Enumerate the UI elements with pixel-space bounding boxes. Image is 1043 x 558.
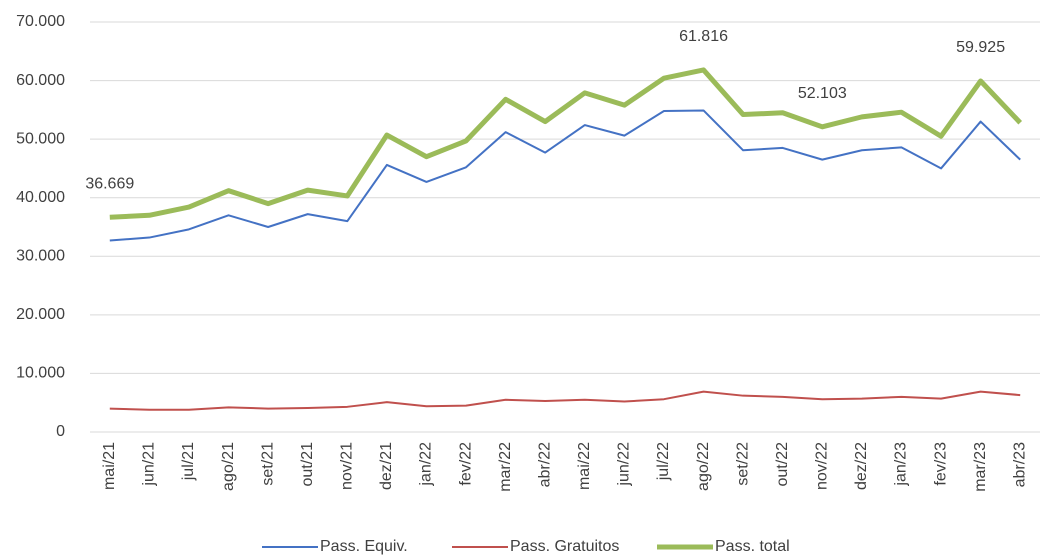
x-tick-label: dez/21 — [378, 442, 395, 490]
data-label: 36.669 — [85, 175, 134, 192]
line-series — [109, 67, 1023, 220]
legend-label: Pass. total — [715, 538, 790, 555]
x-tick-label: out/22 — [774, 442, 791, 487]
y-tick-label: 10.000 — [16, 365, 65, 382]
x-tick-label: mai/21 — [101, 442, 118, 490]
x-tick-label: mar/22 — [497, 442, 514, 492]
x-tick-label: set/21 — [259, 442, 276, 486]
data-label: 61.816 — [679, 28, 728, 45]
x-tick-label: nov/22 — [814, 442, 831, 490]
x-tick-label: ago/22 — [695, 442, 712, 491]
x-tick-label: ago/21 — [220, 442, 237, 491]
x-tick-label: jan/23 — [893, 442, 910, 487]
y-tick-label: 30.000 — [16, 248, 65, 265]
y-tick-label: 70.000 — [16, 13, 65, 30]
x-tick-label: mai/22 — [576, 442, 593, 490]
y-tick-label: 50.000 — [16, 130, 65, 147]
x-tick-label: fev/22 — [457, 442, 474, 486]
y-tick-label: 20.000 — [16, 306, 65, 323]
x-tick-label: out/21 — [299, 442, 316, 487]
x-tick-label: mar/23 — [972, 442, 989, 492]
y-tick-label: 40.000 — [16, 189, 65, 206]
legend-label: Pass. Gratuitos — [510, 538, 619, 555]
x-tick-label: abr/23 — [1011, 442, 1028, 487]
x-tick-label: jun/22 — [616, 442, 633, 487]
x-tick-label: jan/22 — [418, 442, 435, 487]
x-tick-label: fev/23 — [932, 442, 949, 486]
data-label: 59.925 — [956, 39, 1005, 56]
line-series — [109, 109, 1021, 242]
x-tick-label: abr/22 — [536, 442, 553, 487]
x-tick-label: dez/22 — [853, 442, 870, 490]
x-tick-label: jul/22 — [655, 442, 672, 481]
line-series — [109, 390, 1021, 411]
y-tick-label: 60.000 — [16, 72, 65, 89]
legend-label: Pass. Equiv. — [320, 538, 408, 555]
y-tick-label: 0 — [56, 423, 65, 440]
x-tick-label: nov/21 — [339, 442, 356, 490]
x-tick-label: jul/21 — [180, 442, 197, 481]
x-tick-label: jun/21 — [141, 442, 158, 487]
x-tick-label: set/22 — [734, 442, 751, 486]
data-label: 52.103 — [798, 85, 847, 102]
